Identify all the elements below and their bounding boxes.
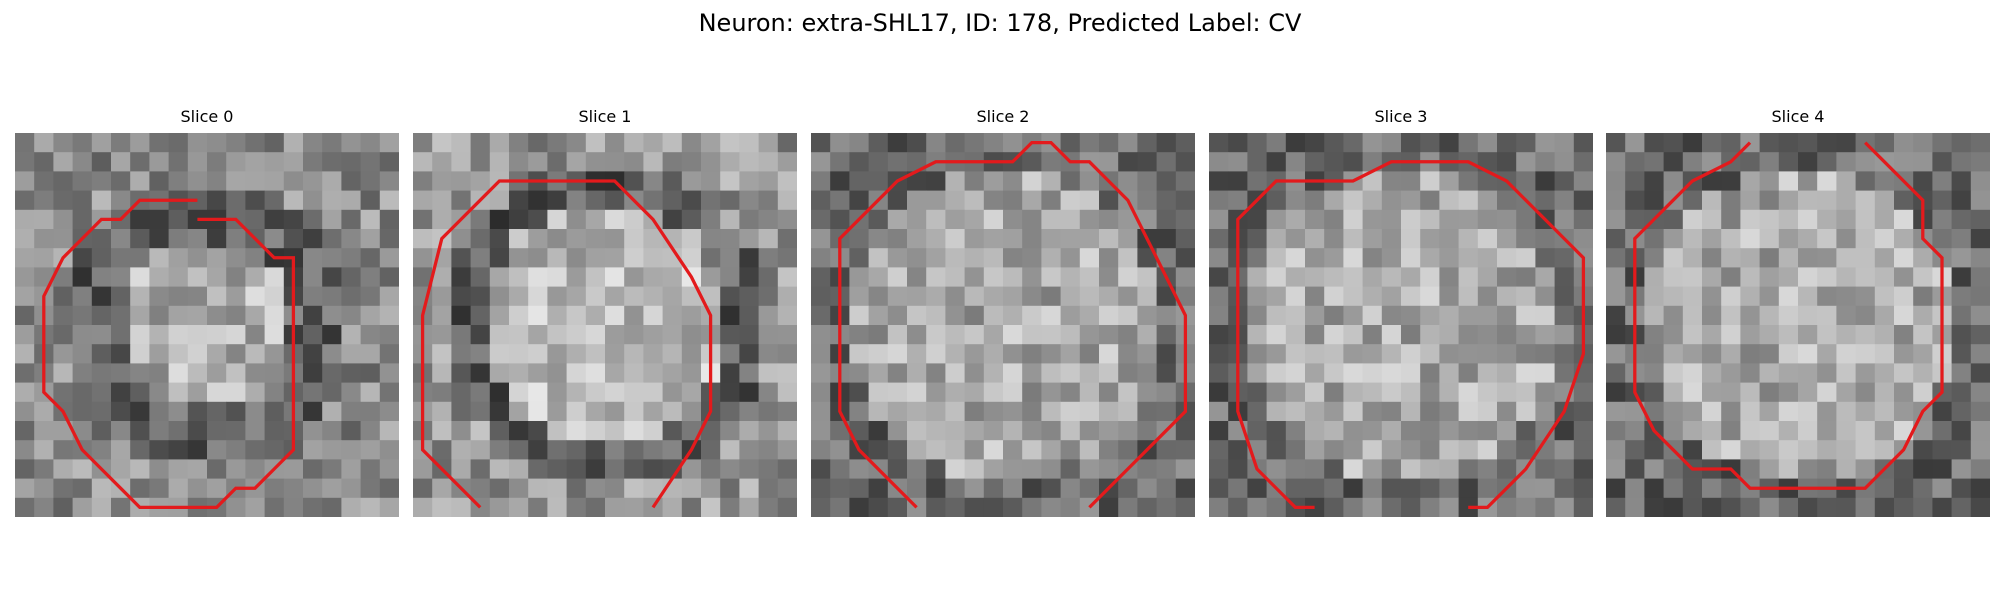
slice-image-3: [1209, 133, 1593, 517]
slice-panel-3: Slice 3: [1209, 106, 1593, 517]
slice-panel-0: Slice 0: [15, 106, 399, 517]
slice-title: Slice 3: [1374, 107, 1428, 126]
figure-title: Neuron: extra-SHL17, ID: 178, Predicted …: [698, 9, 1302, 37]
slice-image-1: [413, 133, 797, 517]
cell-contour: [42, 198, 296, 510]
cell-contour: [420, 179, 713, 509]
slice-panel-2: Slice 2: [811, 106, 1195, 517]
cell-contour: [1236, 160, 1586, 510]
cell-contour: [838, 140, 1188, 509]
slice-title: Slice 2: [976, 107, 1030, 126]
slice-title: Slice 4: [1771, 107, 1825, 126]
slice-panel-4: Slice 4: [1606, 106, 1990, 517]
slice-title: Slice 1: [578, 107, 632, 126]
cell-contour: [1633, 141, 1944, 490]
slice-image-2: [811, 133, 1195, 517]
slice-image-0: [15, 133, 399, 517]
slice-image-4: [1606, 133, 1990, 517]
slice-title: Slice 0: [180, 107, 234, 126]
slice-panel-1: Slice 1: [413, 106, 797, 517]
